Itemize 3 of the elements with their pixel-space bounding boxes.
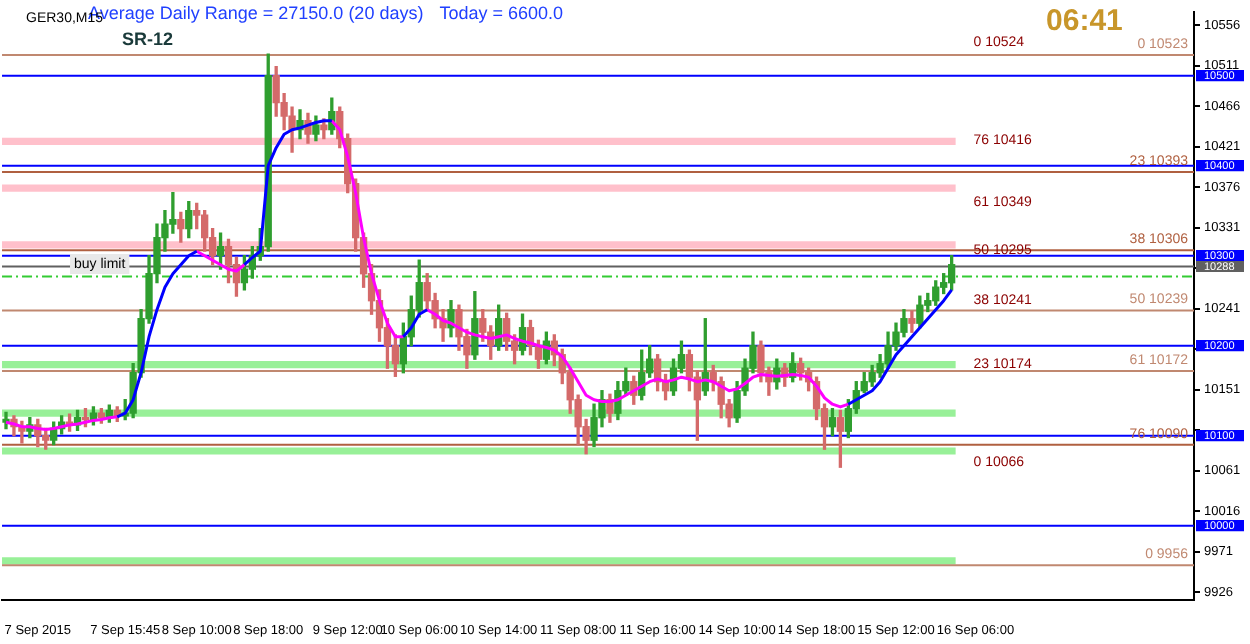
chart-subtitle: Today = 6600.0 <box>439 2 564 23</box>
annotation: 06:41 <box>1046 4 1123 39</box>
annotation: SR-12 <box>122 28 174 49</box>
